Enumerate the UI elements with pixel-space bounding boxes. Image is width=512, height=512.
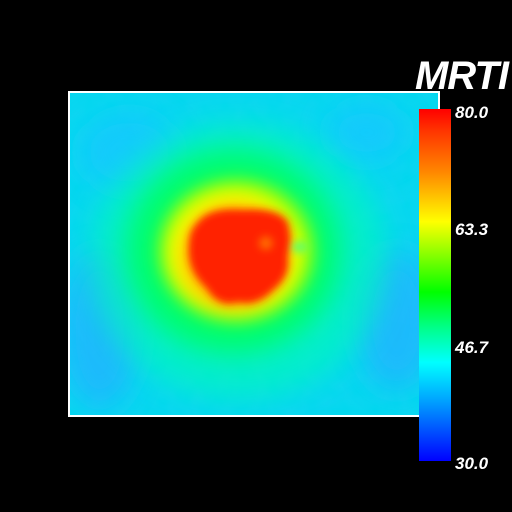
colorbar-tick-low: 46.7 (455, 338, 489, 357)
colorbar-tick-high: 63.3 (455, 220, 489, 239)
thermal-map (68, 91, 440, 417)
colorbar-tick-min: 30.0 (455, 454, 489, 473)
colorbar (419, 109, 451, 461)
heatmap-image (70, 93, 438, 415)
title: MRTI (414, 54, 509, 98)
colorbar-tick-max: 80.0 (455, 103, 489, 122)
